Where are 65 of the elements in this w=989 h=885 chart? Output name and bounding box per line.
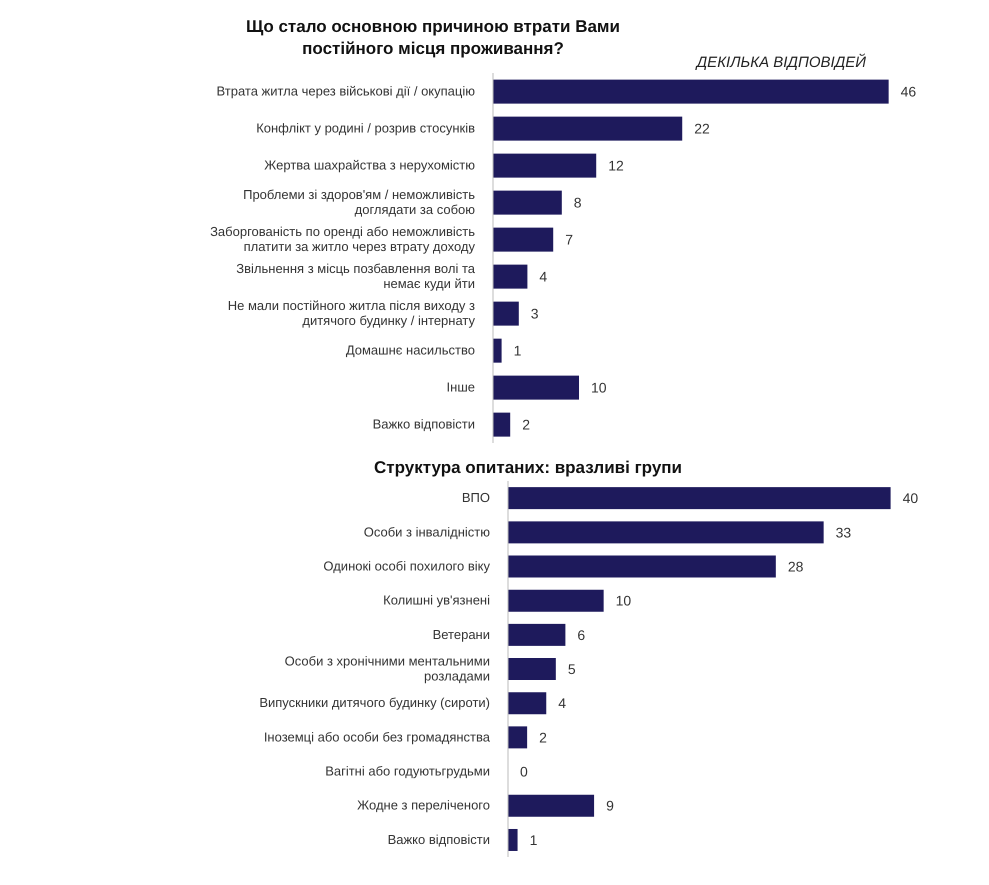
y-tick-label: Жодне з переліченого [357, 798, 490, 813]
data-label: 1 [530, 832, 538, 848]
data-label: 12 [608, 158, 624, 174]
y-tick-label: Не мали постійного житла після виходу з дитячого будинку / інтернату [228, 298, 476, 328]
y-tick-label: Домашнє насильство [346, 342, 475, 358]
y-tick-label: Втрата житла через військові дії / окупацію [216, 84, 476, 98]
bar [508, 556, 776, 578]
y-tick-label: Вагітні або годуютьгрудьми [325, 764, 490, 779]
bar [493, 264, 528, 289]
bar [508, 726, 528, 748]
y-tick-label: Важко відповісти [372, 416, 475, 432]
y-tick-label: Проблеми зі здоров'ям / неможливість доглядати за собою [243, 187, 476, 217]
y-tick-label: Випускники дитячого будинку (сироти) [259, 695, 490, 710]
data-label: 40 [902, 490, 918, 506]
data-label: 2 [522, 416, 530, 432]
y-tick-label: ВПО [462, 490, 490, 506]
data-label: 9 [606, 798, 614, 814]
data-label: 10 [591, 380, 607, 396]
data-label: 5 [568, 661, 576, 677]
data-label: 10 [616, 592, 632, 609]
bar [508, 692, 546, 714]
y-tick-label: Жертва шахрайства з нерухомістю [264, 158, 476, 172]
bar [508, 521, 824, 544]
bar [493, 412, 510, 437]
bar [508, 590, 604, 612]
data-label: 0 [520, 764, 528, 780]
bar [493, 302, 519, 326]
y-tick-label: Звільнення з місць позбавлення волі та немає куди йти [236, 261, 476, 291]
bar [508, 658, 556, 680]
chart-title: Структура опитаних: вразливі групи [373, 457, 683, 479]
data-label: 46 [900, 84, 916, 100]
bar [493, 228, 554, 252]
bar [508, 487, 891, 510]
bar [493, 80, 889, 104]
data-label: 33 [836, 524, 852, 540]
y-tick-label: Заборгованість по оренді або неможливість платити за житло через втрату доходу [210, 224, 476, 254]
data-label: 28 [788, 558, 804, 574]
chart-subtitle: ДЕКІЛЬКА ВІДПОВІДЕЙ [696, 54, 866, 71]
data-label: 6 [577, 626, 586, 643]
data-label: 2 [539, 729, 548, 746]
data-label: 7 [565, 232, 574, 248]
bar [493, 154, 596, 178]
bar [493, 376, 580, 400]
y-tick-label: Конфлікт у родині / розрив стосунків [256, 120, 476, 136]
y-tick-label: Інше [446, 380, 475, 394]
bar [493, 338, 502, 363]
data-label: 4 [558, 695, 566, 712]
y-tick-label: Ветерани [432, 626, 490, 642]
y-tick-label: Колишні ув'язнені [383, 592, 490, 608]
y-tick-label: Особи з хронічними ментальними розладами [284, 654, 490, 684]
bar [493, 190, 562, 215]
data-label: 4 [539, 268, 548, 284]
y-tick-label: Особи з інвалідністю [364, 524, 490, 540]
y-tick-label: Іноземці або особи без громадянства [264, 729, 491, 744]
bar [508, 828, 518, 851]
bar [493, 116, 682, 141]
data-label: 1 [514, 342, 522, 358]
data-label: 8 [574, 194, 582, 210]
bar [508, 794, 594, 817]
y-tick-label: Важко відповісти [388, 832, 490, 847]
bar [508, 624, 566, 646]
y-tick-label: Одинокі особі похилого віку [323, 558, 490, 574]
data-label: 3 [530, 306, 539, 322]
chart-title: Що стало основною причиною втрати Вами постійного місця проживання? [245, 16, 621, 60]
data-label: 22 [694, 120, 710, 136]
